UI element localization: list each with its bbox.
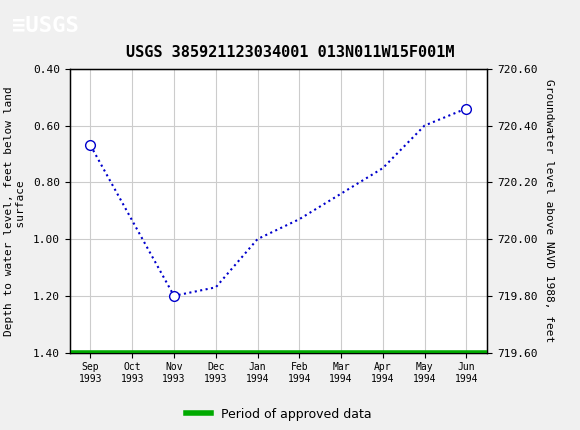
Legend: Period of approved data: Period of approved data [180,403,376,426]
Text: ≡USGS: ≡USGS [12,16,78,36]
Y-axis label: Groundwater level above NAVD 1988, feet: Groundwater level above NAVD 1988, feet [544,79,554,342]
Y-axis label: Depth to water level, feet below land
  surface: Depth to water level, feet below land su… [4,86,26,335]
Text: USGS 385921123034001 013N011W15F001M: USGS 385921123034001 013N011W15F001M [126,45,454,60]
